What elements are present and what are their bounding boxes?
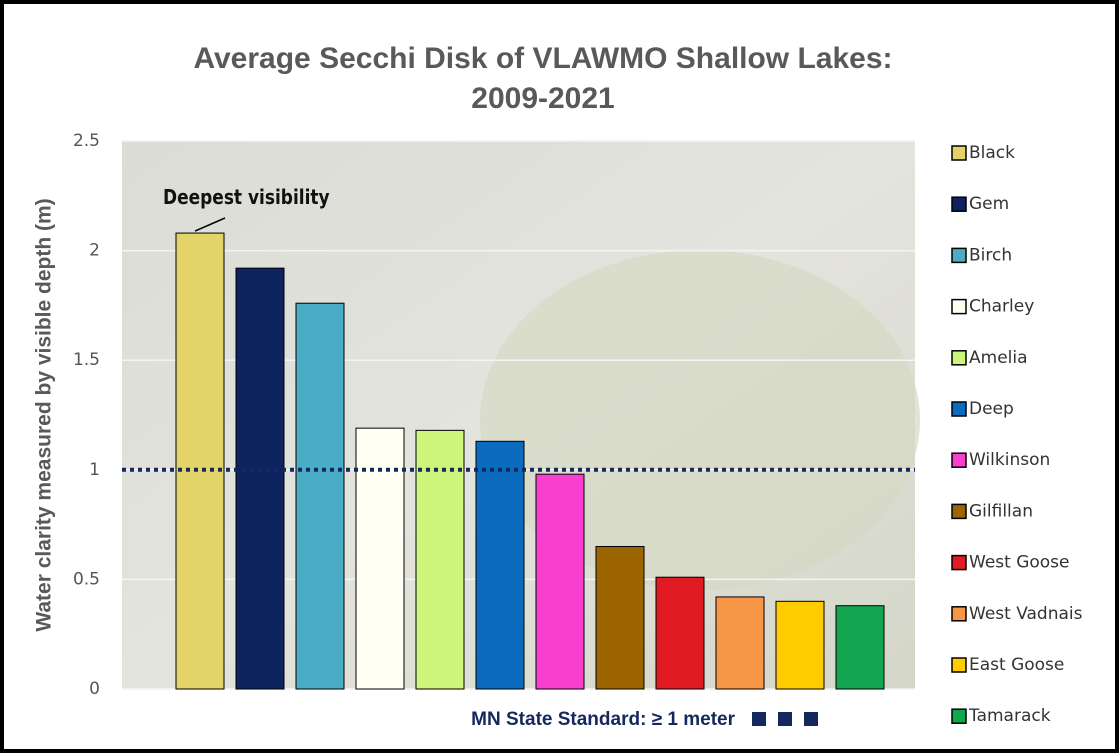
legend-label: Charley <box>969 297 1034 317</box>
legend-label: Gilfillan <box>969 501 1033 521</box>
legend-label: East Goose <box>969 655 1064 675</box>
legend-swatch <box>951 247 967 264</box>
legend-label: West Vadnais <box>969 604 1083 624</box>
y-axis-label: Water clarity measured by visible depth … <box>33 198 56 631</box>
y-tick-label: 0 <box>89 679 100 699</box>
bar <box>835 605 885 690</box>
legend-swatch <box>951 145 967 161</box>
legend-label: Birch <box>969 245 1012 265</box>
legend-label: Black <box>969 143 1015 163</box>
annotation-leader <box>194 217 226 232</box>
y-tick-label: 0.5 <box>73 569 100 589</box>
legend-swatch <box>951 298 967 315</box>
y-tick-label: 2.5 <box>73 131 100 151</box>
legend-label: Amelia <box>969 348 1028 368</box>
legend-swatch <box>951 196 967 212</box>
reference-key <box>778 712 792 726</box>
bar <box>295 302 345 690</box>
annotation: Deepest visibility <box>163 187 330 210</box>
reference-label: MN State Standard: ≥ 1 meter <box>471 709 735 730</box>
legend-label: Tamarack <box>968 706 1051 726</box>
legend-label: Wilkinson <box>969 450 1050 470</box>
y-tick-label: 2 <box>89 241 100 261</box>
chart-title: 2009-2021 <box>471 82 614 115</box>
legend-swatch <box>951 657 967 673</box>
legend-label: West Goose <box>969 553 1070 573</box>
bar <box>655 576 705 690</box>
legend-label: Deep <box>969 399 1014 419</box>
legend-swatch <box>951 554 967 571</box>
legend-swatch <box>951 401 967 417</box>
bar <box>775 600 825 690</box>
legend-label: Gem <box>969 194 1009 214</box>
legend-swatch <box>951 350 967 366</box>
bar <box>175 232 225 690</box>
legend-swatch <box>951 606 967 622</box>
y-tick-label: 1 <box>89 460 100 480</box>
chart-title: Average Secchi Disk of VLAWMO Shallow La… <box>193 42 892 75</box>
reference-key <box>752 712 766 726</box>
reference-key <box>804 712 818 726</box>
bar <box>595 546 645 690</box>
bar <box>355 427 405 690</box>
bar <box>475 440 525 690</box>
photo-water <box>480 250 920 590</box>
bar <box>235 267 285 690</box>
y-tick-label: 1.5 <box>73 350 100 370</box>
bar <box>415 429 465 690</box>
legend-swatch <box>951 503 967 520</box>
legend-swatch <box>951 452 967 468</box>
bar <box>715 596 765 690</box>
legend-swatch <box>951 708 967 724</box>
bar <box>535 473 585 690</box>
